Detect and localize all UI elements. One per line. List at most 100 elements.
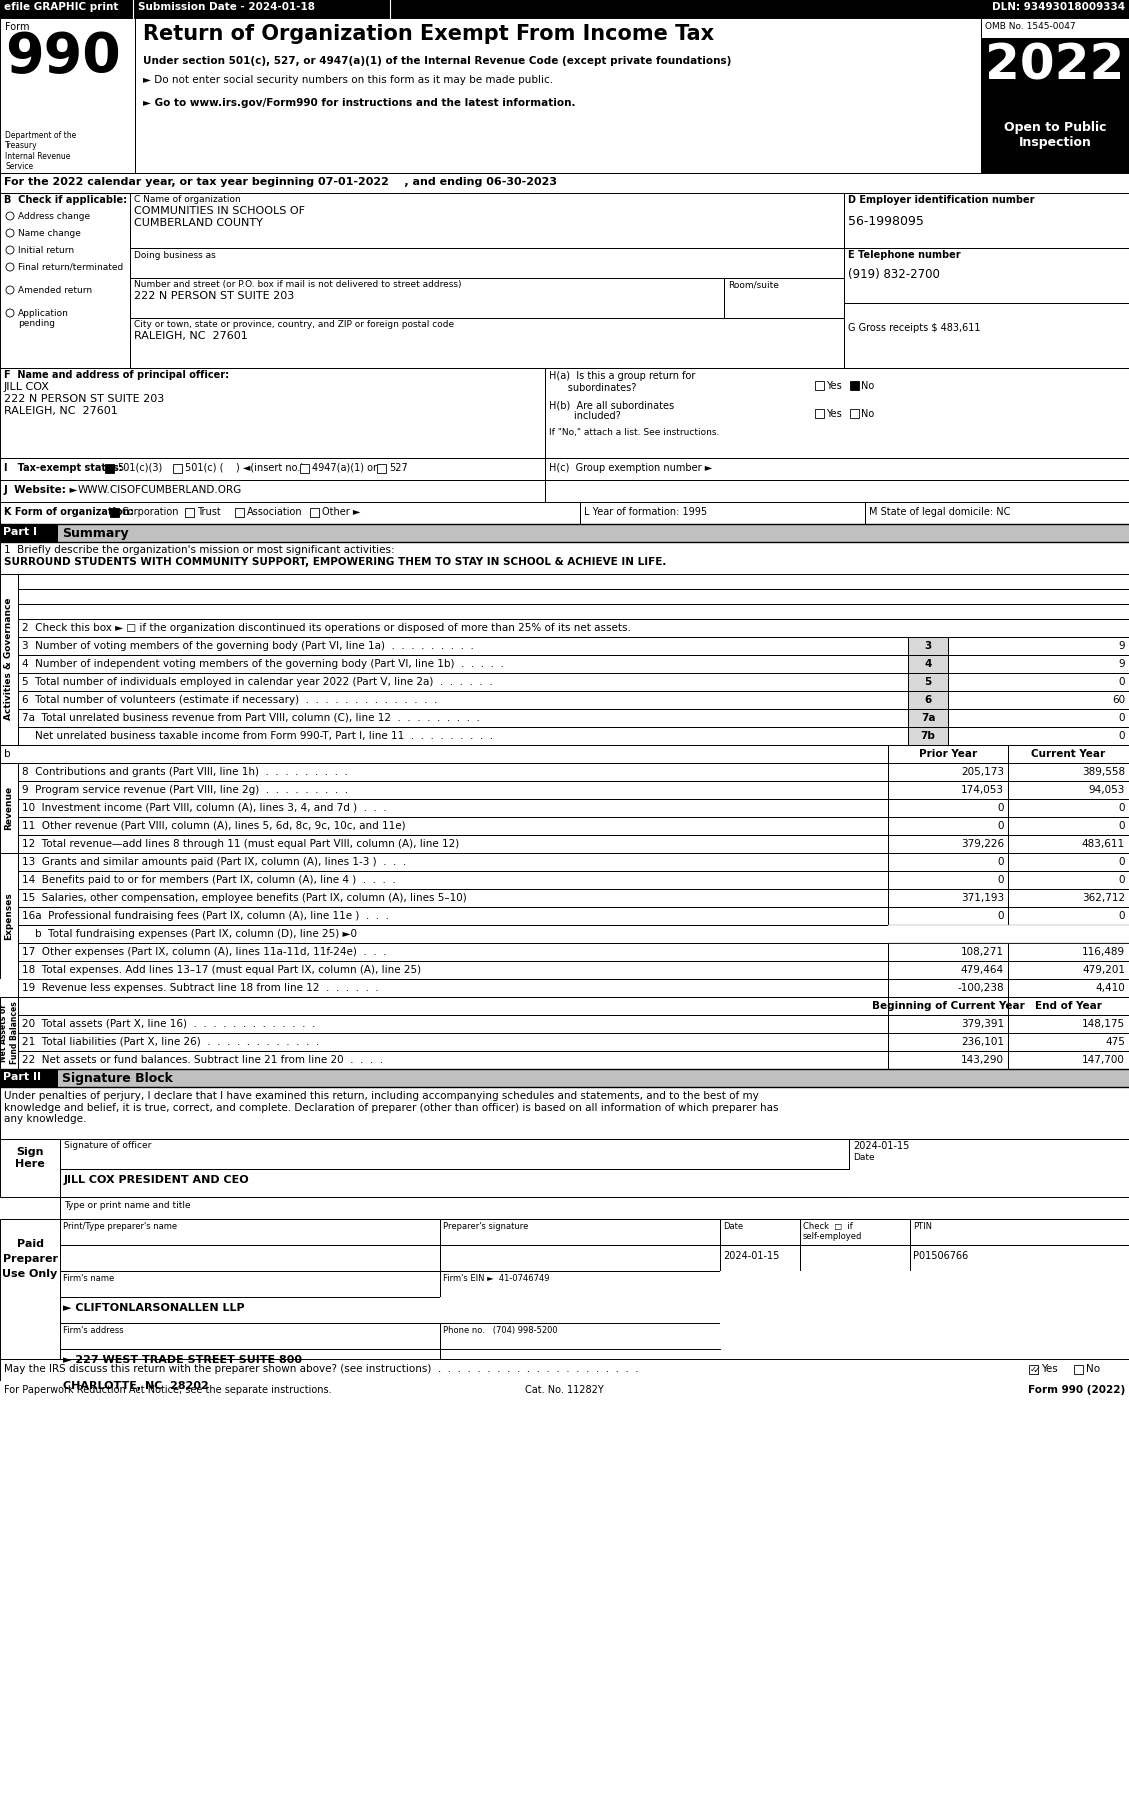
Text: -100,238: -100,238 xyxy=(957,983,1004,992)
Text: 7a  Total unrelated business revenue from Part VIII, column (C), line 12  .  .  : 7a Total unrelated business revenue from… xyxy=(21,713,480,724)
Text: H(a)  Is this a group return for: H(a) Is this a group return for xyxy=(549,372,695,381)
Text: Phone no.   (704) 998-5200: Phone no. (704) 998-5200 xyxy=(443,1326,558,1335)
Bar xyxy=(800,1219,910,1244)
Bar xyxy=(440,1297,1129,1322)
Bar xyxy=(0,1380,1129,1402)
Bar xyxy=(908,709,948,727)
Text: 2022: 2022 xyxy=(986,42,1124,91)
Bar xyxy=(130,249,844,278)
Bar xyxy=(1008,998,1129,1016)
Text: 7b: 7b xyxy=(920,731,936,740)
Bar xyxy=(948,637,1129,655)
Text: H(b)  Are all subordinates: H(b) Are all subordinates xyxy=(549,401,674,410)
Bar xyxy=(18,980,889,998)
Bar xyxy=(580,502,865,524)
Bar xyxy=(1008,1050,1129,1068)
Text: Number and street (or P.O. box if mail is not delivered to street address): Number and street (or P.O. box if mail i… xyxy=(134,279,462,288)
Text: RALEIGH, NC  27601: RALEIGH, NC 27601 xyxy=(134,330,247,341)
Bar xyxy=(440,1244,720,1272)
Text: 990: 990 xyxy=(5,31,121,83)
Text: No: No xyxy=(861,381,874,392)
Bar xyxy=(1008,980,1129,998)
Bar xyxy=(440,1272,720,1297)
Text: 12  Total revenue—add lines 8 through 11 (must equal Part VIII, column (A), line: 12 Total revenue—add lines 8 through 11 … xyxy=(21,840,460,849)
Bar xyxy=(0,1068,1129,1087)
Text: ► CLIFTONLARSONALLEN LLP: ► CLIFTONLARSONALLEN LLP xyxy=(63,1302,245,1313)
Text: 17  Other expenses (Part IX, column (A), lines 11a-11d, 11f-24e)  .  .  .: 17 Other expenses (Part IX, column (A), … xyxy=(21,947,386,958)
Bar xyxy=(889,943,1008,961)
Bar xyxy=(889,961,1008,980)
Text: M State of legal domicile: NC: M State of legal domicile: NC xyxy=(869,506,1010,517)
Text: Room/suite: Room/suite xyxy=(728,279,779,288)
Bar xyxy=(18,871,889,889)
Bar xyxy=(18,1016,889,1032)
Bar xyxy=(889,871,1008,889)
Bar xyxy=(310,508,320,517)
Text: 9: 9 xyxy=(1119,640,1124,651)
Text: For the 2022 calendar year, or tax year beginning 07-01-2022    , and ending 06-: For the 2022 calendar year, or tax year … xyxy=(5,178,557,187)
Text: 0: 0 xyxy=(1119,911,1124,922)
Bar xyxy=(130,317,844,368)
Bar xyxy=(1008,1016,1129,1032)
Text: 0: 0 xyxy=(1119,804,1124,813)
Bar xyxy=(60,1197,1129,1219)
Bar xyxy=(889,998,1008,1016)
Text: SURROUND STUDENTS WITH COMMUNITY SUPPORT, EMPOWERING THEM TO STAY IN SCHOOL & AC: SURROUND STUDENTS WITH COMMUNITY SUPPORT… xyxy=(5,557,666,568)
Text: Prior Year: Prior Year xyxy=(919,749,977,758)
Bar xyxy=(0,457,545,481)
Bar xyxy=(235,508,244,517)
Bar xyxy=(889,980,1008,998)
Text: ► Do not enter social security numbers on this form as it may be made public.: ► Do not enter social security numbers o… xyxy=(143,74,553,85)
Text: Final return/terminated: Final return/terminated xyxy=(18,263,123,272)
Text: WWW.CISOFCUMBERLAND.ORG: WWW.CISOFCUMBERLAND.ORG xyxy=(78,484,243,495)
Text: F  Name and address of principal officer:: F Name and address of principal officer: xyxy=(5,370,229,379)
Bar xyxy=(1008,907,1129,925)
Text: 4  Number of independent voting members of the governing body (Part VI, line 1b): 4 Number of independent voting members o… xyxy=(21,658,504,669)
Bar xyxy=(18,782,889,798)
Bar xyxy=(889,782,1008,798)
Text: 108,271: 108,271 xyxy=(961,947,1004,958)
Text: Paid: Paid xyxy=(17,1239,44,1250)
Text: CUMBERLAND COUNTY: CUMBERLAND COUNTY xyxy=(134,218,263,229)
Text: 379,391: 379,391 xyxy=(961,1019,1004,1029)
Text: 60: 60 xyxy=(1112,695,1124,706)
Bar xyxy=(0,192,130,368)
Text: 379,226: 379,226 xyxy=(961,840,1004,849)
Text: Date: Date xyxy=(723,1223,743,1232)
Text: 0: 0 xyxy=(1119,874,1124,885)
Text: Address change: Address change xyxy=(18,212,90,221)
Bar xyxy=(0,1087,1129,1139)
Bar xyxy=(908,655,948,673)
Text: Other ►: Other ► xyxy=(322,506,360,517)
Bar xyxy=(545,457,1129,481)
Text: Amended return: Amended return xyxy=(18,287,93,296)
Text: Signature of officer: Signature of officer xyxy=(64,1141,151,1150)
Bar xyxy=(0,980,18,998)
Bar xyxy=(60,1139,849,1168)
Bar xyxy=(0,1219,60,1359)
Bar xyxy=(889,889,1008,907)
Text: Activities & Governance: Activities & Governance xyxy=(5,599,14,720)
Bar xyxy=(908,637,948,655)
Bar xyxy=(0,573,18,746)
Text: 371,193: 371,193 xyxy=(961,892,1004,903)
Bar xyxy=(0,368,545,457)
Bar xyxy=(948,673,1129,691)
Text: 9  Program service revenue (Part VIII, line 2g)  .  .  .  .  .  .  .  .  .: 9 Program service revenue (Part VIII, li… xyxy=(21,785,348,795)
Text: Yes: Yes xyxy=(1041,1364,1058,1373)
Text: 0: 0 xyxy=(1119,856,1124,867)
Text: City or town, state or province, country, and ZIP or foreign postal code: City or town, state or province, country… xyxy=(134,319,454,328)
Text: 56-1998095: 56-1998095 xyxy=(848,216,924,229)
Bar xyxy=(948,655,1129,673)
Text: Form 990 (2022): Form 990 (2022) xyxy=(1027,1386,1124,1395)
Text: Current Year: Current Year xyxy=(1031,749,1105,758)
Text: Preparer's signature: Preparer's signature xyxy=(443,1223,528,1232)
Text: 16a  Professional fundraising fees (Part IX, column (A), line 11e )  .  .  .: 16a Professional fundraising fees (Part … xyxy=(21,911,390,922)
Bar xyxy=(1029,1364,1038,1373)
Text: 0: 0 xyxy=(998,911,1004,922)
Text: End of Year: End of Year xyxy=(1034,1001,1102,1010)
Bar xyxy=(0,18,135,172)
Text: For Paperwork Reduction Act Notice, see the separate instructions.: For Paperwork Reduction Act Notice, see … xyxy=(5,1386,332,1395)
Text: 2024-01-15: 2024-01-15 xyxy=(854,1141,909,1152)
Bar xyxy=(105,464,114,473)
